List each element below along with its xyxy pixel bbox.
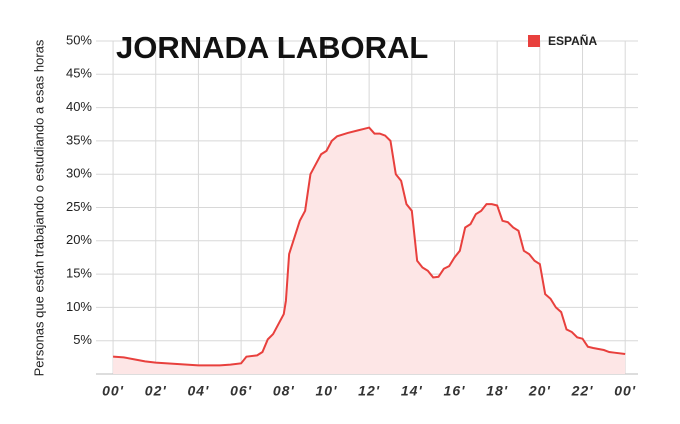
y-tick-label: 30%	[66, 166, 92, 181]
grid	[96, 40, 638, 375]
x-tick-label: 10'	[316, 383, 338, 399]
x-tick-label: 04'	[187, 383, 209, 399]
x-tick-label: 16'	[444, 383, 466, 399]
y-tick-label: 20%	[66, 232, 92, 247]
y-tick-label: 35%	[66, 132, 92, 147]
area-fill	[113, 127, 626, 374]
y-tick-label: 40%	[66, 99, 92, 114]
x-tick-label: 20'	[528, 383, 551, 399]
x-tick-label: 00'	[614, 383, 636, 399]
x-tick-label: 00'	[102, 383, 124, 399]
x-tick-label: 14'	[401, 383, 423, 399]
x-tick-label: 06'	[230, 383, 252, 399]
y-tick-label: 25%	[66, 199, 92, 214]
legend-swatch	[528, 35, 540, 47]
x-tick-label: 12'	[358, 383, 380, 399]
y-tick-label: 15%	[66, 266, 92, 281]
legend-label: ESPAÑA	[548, 33, 597, 48]
y-axis-label: Personas que están trabajando o estudian…	[31, 39, 46, 376]
x-tick-label: 18'	[486, 383, 508, 399]
y-tick-label: 45%	[66, 66, 92, 81]
y-tick-label: 5%	[73, 332, 92, 347]
x-tick-label: 22'	[571, 383, 594, 399]
chart-title: JORNADA LABORAL	[116, 30, 428, 65]
y-tick-label: 10%	[66, 299, 92, 314]
x-tick-label: 08'	[273, 383, 295, 399]
line	[113, 126, 626, 367]
plot	[113, 126, 626, 374]
x-tick-label: 02'	[145, 383, 167, 399]
y-tick-label: 50%	[66, 32, 92, 47]
